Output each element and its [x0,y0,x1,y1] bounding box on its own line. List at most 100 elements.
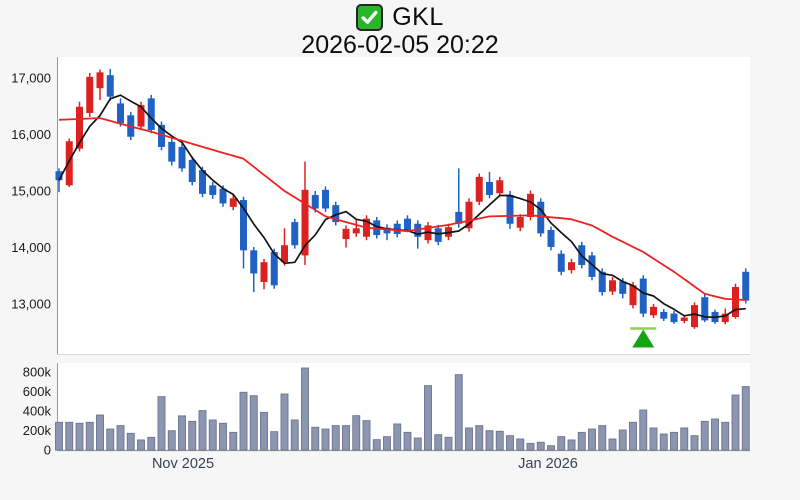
volume-bar [629,421,637,451]
candle-body [188,159,196,182]
volume-bar [188,420,197,451]
volume-bar [567,439,576,451]
volume-bar [290,419,299,451]
candle-body [96,72,104,89]
volume-bars [55,367,750,451]
volume-bar [75,422,84,451]
volume-bar [495,430,504,451]
candle-body [721,313,729,323]
volume-bar [413,437,422,451]
volume-bar [178,415,186,451]
candle-body [680,317,688,321]
candle-body [147,98,155,130]
candle-body [527,193,534,217]
volume-bar [547,445,555,451]
volume-bar [536,441,545,451]
candle-body [76,106,83,149]
candle-body [404,218,411,232]
volume-bar [639,409,648,451]
candle-body [178,146,186,169]
volume-tick-label: 600k [23,384,52,399]
price-tick-label: 17,000 [11,71,51,86]
volume-axis-labels: 800k 600k 400k 200k 0 [23,365,52,458]
volume-bar [434,434,443,451]
price-tick-label: 15,000 [11,184,51,199]
volume-bar [577,431,586,451]
volume-bar [65,421,74,451]
volume-tick-label: 200k [23,423,52,438]
candle-body [660,311,668,319]
candle-body [486,181,493,195]
candle-body [229,198,237,207]
candle-body [393,223,401,234]
candle-body [117,103,124,124]
volume-bar [229,431,238,451]
candle-body [496,180,504,194]
volume-bar [393,423,402,451]
volume-bar [649,427,658,451]
price-tick-label: 14,000 [11,240,51,255]
ma-slow-line [58,117,746,301]
candle-body [568,262,575,271]
candle-body [629,285,637,306]
volume-bar [167,430,176,451]
volume-bar [526,442,535,451]
candle-body [701,297,709,321]
volume-bar [147,436,156,451]
volume-bar [198,410,207,451]
volume-bar [506,435,514,451]
volume-bar [403,431,412,451]
candle-body [65,141,73,186]
candle-body [260,262,268,282]
candle-body [639,278,647,314]
x-axis-labels: Nov 2025 Jan 2026 [152,456,578,472]
volume-bar [249,395,258,451]
volume-bar [55,421,63,451]
x-tick-label: Nov 2025 [152,456,214,472]
candle-body [506,194,514,224]
volume-bar [270,431,279,451]
volume-bar [557,436,566,451]
volume-bar [96,414,104,451]
candle-body [199,170,206,194]
volume-bar [588,428,596,451]
volume-bar [116,425,125,451]
candle-body [311,194,319,209]
candle-body [598,271,606,293]
candle-body [732,287,739,317]
volume-bar [618,429,627,451]
volume-bar [342,425,350,451]
volume-bar [659,433,668,451]
candle-body [670,313,678,323]
candle-body [281,245,288,263]
volume-bar [321,428,330,451]
volume-bar [700,420,709,451]
volume-bar [598,425,607,451]
buy-signal-marker [630,327,657,348]
candle-body [650,306,657,316]
volume-tick-label: 800k [23,365,52,380]
chart-panels [57,57,750,452]
volume-bar [157,396,166,451]
volume-bar [106,428,115,451]
volume-bar [516,438,525,451]
candle-body [250,250,258,274]
up-triangle-icon [632,329,655,348]
candle-body [547,229,555,247]
candle-body [209,185,217,195]
candle-body [219,188,227,204]
volume-bar [670,431,678,451]
candle-body [55,171,63,181]
candle-body [106,75,114,97]
volume-bar [301,367,309,451]
volume-bar [208,419,217,451]
candle-body [455,211,463,224]
volume-tick-label: 400k [23,404,52,419]
volume-bar [608,438,617,451]
candle-body [619,281,627,294]
volume-bar [711,418,719,451]
candle-body [537,201,545,234]
candle-body [434,228,442,242]
volume-bar [85,421,94,451]
volume-bar [731,394,740,451]
